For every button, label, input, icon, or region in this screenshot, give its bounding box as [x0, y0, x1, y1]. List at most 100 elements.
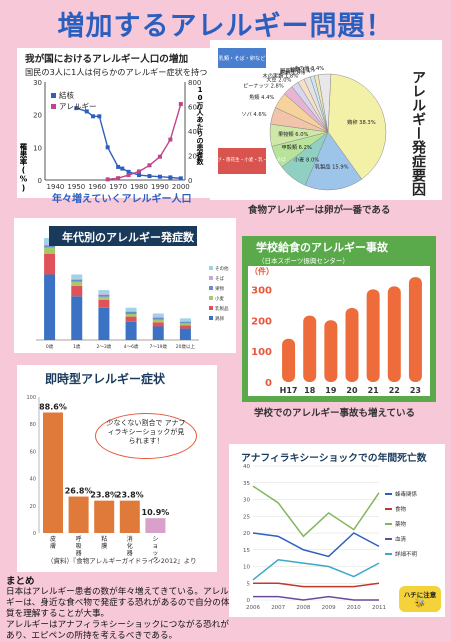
y-tick-label: 0 [247, 598, 251, 604]
accident-bar [345, 307, 359, 382]
stacked-bar-segment [179, 318, 191, 321]
legend-label: 乳製品 [215, 305, 229, 312]
panel4-title: 学校給食のアレルギー事故 [256, 241, 388, 254]
legend-label: 結核 [59, 90, 74, 100]
x-tick-label: 2011 [372, 605, 386, 611]
accident-bar [408, 277, 422, 382]
y-tick-label: 300 [251, 285, 272, 296]
y-tick-label: 35 [243, 481, 250, 487]
stacked-bar-segment [152, 322, 164, 327]
stacked-bar-segment [125, 321, 137, 340]
x-tick-label-char: ョ [152, 543, 158, 550]
stacked-bar-segment [44, 245, 56, 248]
x-tick-label: 19 [325, 386, 337, 395]
data-point [157, 154, 162, 159]
bar-value-label: 88.6% [39, 403, 67, 412]
data-point [168, 137, 173, 142]
legend-swatch [51, 93, 56, 98]
accident-bar [303, 315, 317, 382]
bee-badge: ハチに注意 🐝 [399, 586, 441, 612]
x-tick-label: 20 [346, 386, 358, 395]
y-tick-label: 20 [30, 504, 36, 510]
death-series-line [252, 559, 380, 581]
symptom-bar [68, 496, 89, 533]
causes-pie-chart: 鶏卵 38.3% 乳製品 15.9%小麦 8.0% 甲殻類 6.2% 果物類 6.0%… [210, 48, 387, 191]
x-tick-label: 1940 [47, 183, 65, 191]
panel1-subtitle: 国民の3人に1人は何らかのアレルギー症状を持つ [25, 67, 208, 77]
y-tick-label-right: 200 [188, 153, 201, 161]
x-tick-label-char: ッ [152, 550, 158, 557]
panel1-caption: 年々増えていくアレルギー人口 [52, 194, 192, 205]
x-tick-label-char: 膜 [101, 542, 107, 550]
accident-bar [387, 286, 401, 382]
x-tick-label: 0歳 [46, 343, 54, 350]
callout-box-1 [218, 48, 266, 68]
data-point [105, 145, 110, 150]
y-tick-label: 200 [251, 316, 272, 327]
pie-slice-label: 甲殻類 6.2% [281, 143, 311, 151]
symptom-bar [94, 500, 115, 533]
data-point [178, 176, 183, 181]
stacked-bar-segment [98, 307, 110, 340]
callout-box-2 [218, 148, 266, 174]
stacked-bar-segment [152, 319, 164, 323]
data-point [116, 164, 121, 169]
data-point [84, 109, 89, 114]
pie-slice-label: 野菜類 1.1% [280, 66, 310, 74]
callout-text-1: 乳類・そば・卵など [219, 54, 267, 62]
y-tick-label: 100 [251, 347, 272, 358]
x-tick-label: 20歳以上 [176, 343, 196, 350]
stacked-bar-segment [152, 317, 164, 320]
y-tick-label-left: 20 [33, 112, 42, 120]
data-point [91, 114, 96, 119]
shock-callout: 少なくない割合で アナフィラキシーショックが見られます！ [95, 413, 197, 459]
data-point [137, 173, 142, 178]
panel1-title: 我が国におけるアレルギー人口の増加 [25, 54, 189, 65]
x-tick-label-char: 膚 [50, 542, 56, 550]
legend-swatch [51, 104, 56, 109]
legend-label: 果物 [215, 285, 224, 292]
pie-slice [304, 131, 363, 191]
legend-label: その他 [215, 265, 229, 272]
x-tick-label: H17 [280, 386, 298, 395]
y-tick-label-left: 10 [33, 144, 42, 152]
accident-bar [324, 320, 338, 382]
stacked-bar-segment [152, 326, 164, 340]
data-point [126, 173, 131, 178]
legend-label: 薬物 [395, 520, 407, 528]
y-tick-label-right: 400 [188, 128, 201, 136]
x-tick-label-char: ク [152, 557, 158, 564]
x-tick-label-char: 粘 [101, 535, 107, 543]
x-tick-label: 2010 [347, 605, 361, 611]
stacked-bar-segment [125, 307, 137, 311]
pie-slice-label: その他 3.4% [294, 64, 324, 72]
y-tick-label: 20 [243, 531, 250, 537]
y-tick-label: 15 [243, 548, 250, 554]
panel4-unit: （件） [250, 267, 274, 276]
anaphylaxis-deaths-panel: アナフィラキシーショックでの年間死亡数 0 5 10 15 20 25 30 35 40 2006… [229, 444, 445, 617]
y-tick-label: 80 [30, 422, 36, 428]
panel5-source: （資料）『食物アレルギーガイドライン2012』より [47, 557, 197, 565]
pie-slice-label: 木の実類 1.8% [263, 71, 299, 79]
stacked-bar-segment [98, 296, 110, 300]
stacked-bar-segment [71, 274, 83, 279]
stacked-bar-segment [152, 316, 164, 318]
y-tick-label: 25 [243, 514, 250, 520]
y-tick-label: 0 [265, 378, 272, 389]
stacked-bar-segment [179, 321, 191, 324]
school-lunch-panel: 学校給食のアレルギー事故 （日本スポーツ振興センター） 0 100 200 300 H1… [242, 236, 436, 402]
x-tick-label-char: 呼 [76, 536, 82, 543]
pie-slice-label: 魚類 4.4% [249, 93, 274, 101]
panel3-title-band [49, 226, 197, 246]
death-series-line [253, 582, 380, 588]
x-tick-label: 1歳 [73, 343, 81, 350]
x-tick-label: 22 [389, 386, 400, 395]
immediate-symptoms-panel: 即時型アレルギー症状 0 20 40 60 80 100 88.6% 皮膚 26.8% 呼吸器 23… [17, 365, 217, 572]
data-point [147, 163, 152, 168]
legend-label: 小麦 [215, 295, 224, 302]
deaths-line-chart: 0 5 10 15 20 25 30 35 40 2006 2007 2008 2009 2010 2011… [243, 464, 418, 611]
death-series-line [252, 485, 380, 538]
panel2-caption: 食物アレルギーは卵が一番である [248, 205, 391, 216]
symptom-bar [43, 412, 63, 533]
y-tick-label-right: 800 [188, 79, 201, 87]
